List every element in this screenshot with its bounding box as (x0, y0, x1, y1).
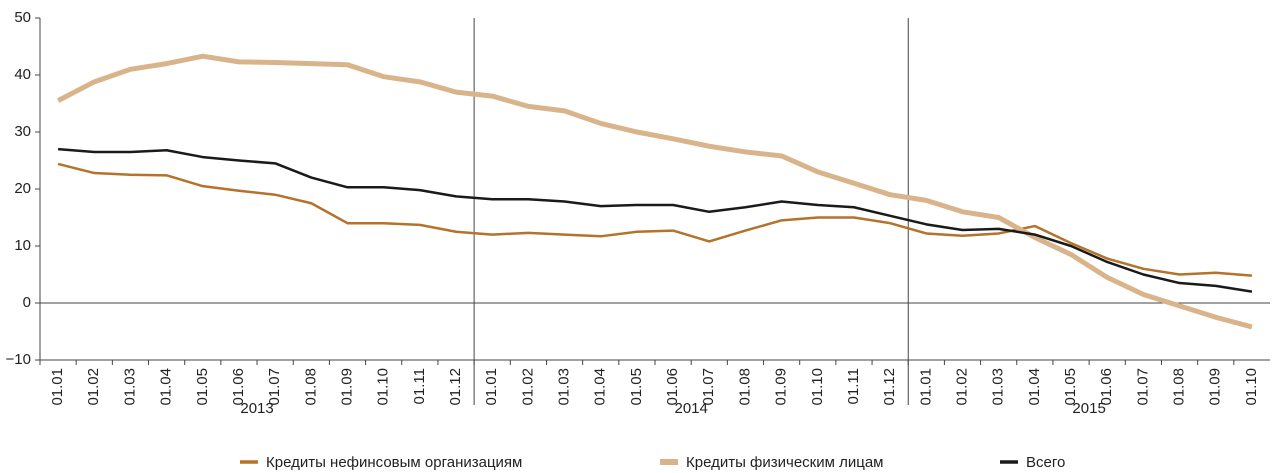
year-label: 2014 (674, 400, 707, 417)
x-tick-label: 01.02 (85, 368, 102, 406)
x-tick-label: 01.07 (700, 368, 717, 406)
x-tick-label: 01.11 (411, 368, 428, 404)
x-tick-label: 01.03 (121, 368, 138, 406)
year-label: 2013 (240, 400, 273, 417)
x-tick-label: 01.01 (483, 368, 500, 406)
x-tick-label: 01.01 (49, 368, 66, 406)
x-tick-label: 01.09 (773, 368, 790, 406)
x-tick-label: 01.12 (447, 368, 464, 406)
legend-label: Кредиты физическим лицам (686, 454, 883, 471)
x-tick-label: 01.04 (1026, 368, 1043, 406)
y-tick-label: −10 (6, 351, 31, 368)
x-tick-label: 01.07 (266, 368, 283, 406)
series-line (57, 162, 1253, 277)
y-tick-label: 20 (14, 180, 31, 197)
y-tick-label: 50 (14, 9, 31, 26)
x-tick-label: 01.02 (953, 368, 970, 406)
x-tick-label: 01.10 (809, 368, 826, 406)
x-tick-label: 01.01 (917, 368, 934, 406)
series-line (56, 53, 1253, 330)
x-tick-label: 01.10 (1243, 368, 1260, 406)
legend-label: Всего (1026, 454, 1065, 471)
x-tick-label: 01.08 (302, 368, 319, 406)
x-tick-label: 01.05 (628, 368, 645, 406)
x-tick-label: 01.09 (338, 368, 355, 406)
x-tick-label: 01.08 (1171, 368, 1188, 406)
x-tick-label: 01.09 (1207, 368, 1224, 406)
x-tick-label: 01.04 (592, 368, 609, 406)
x-tick-label: 01.05 (1062, 368, 1079, 406)
x-tick-label: 01.06 (230, 368, 247, 406)
y-tick-label: 0 (23, 294, 31, 311)
x-tick-label: 01.10 (375, 368, 392, 406)
year-label: 2015 (1072, 400, 1105, 417)
x-tick-label: 01.04 (158, 368, 175, 406)
x-tick-label: 01.02 (519, 368, 536, 406)
x-tick-label: 01.06 (664, 368, 681, 406)
x-tick-label: 01.08 (736, 368, 753, 406)
x-tick-label: 01.06 (1098, 368, 1115, 406)
y-tick-label: 10 (14, 237, 31, 254)
x-tick-label: 01.07 (1134, 368, 1151, 406)
legend-label: Кредиты нефинсовым организациям (266, 454, 522, 471)
y-tick-label: 40 (14, 66, 31, 83)
x-tick-label: 01.12 (881, 368, 898, 406)
x-tick-label: 01.11 (845, 368, 862, 404)
x-tick-label: 01.03 (990, 368, 1007, 406)
series-line (57, 147, 1253, 293)
x-tick-label: 01.03 (556, 368, 573, 406)
x-tick-label: 01.05 (194, 368, 211, 406)
y-tick-label: 30 (14, 123, 31, 140)
